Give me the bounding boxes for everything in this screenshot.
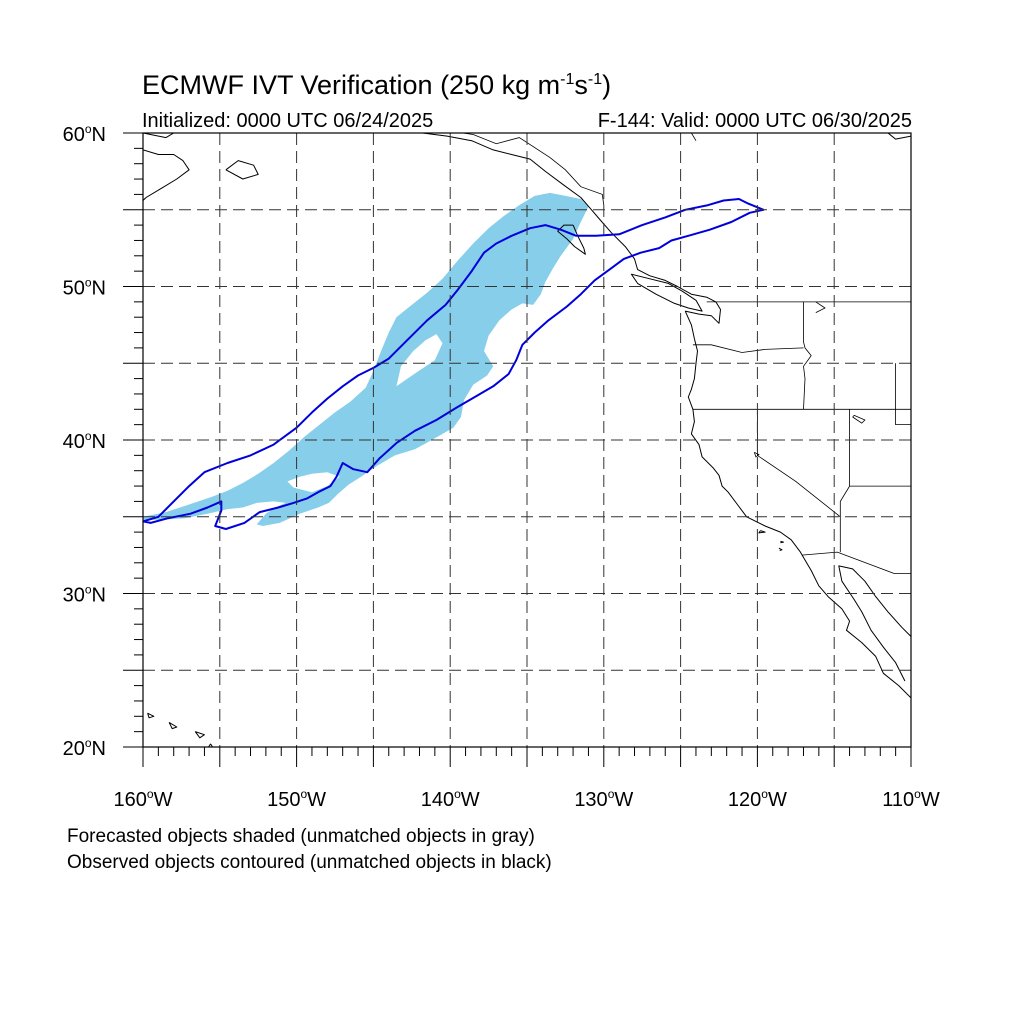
coastline [143,133,174,139]
coastline [630,273,703,312]
title-exponent-1: -1 [560,71,575,88]
coastline [194,731,205,739]
political-border [852,414,866,424]
valid-time-label: F-144: Valid: 0000 UTC 06/30/2025 [597,110,912,132]
observed-object-layer [143,198,765,530]
lat-label: 50oN [63,276,106,300]
lon-label: 120oW [728,787,787,811]
lon-label: 150oW [267,787,326,811]
title-text-mid: s [574,70,588,100]
coastline [684,310,911,699]
coastline [758,530,766,534]
graticule-layer [143,133,911,747]
lat-label: 30oN [63,583,106,607]
coastline [887,133,911,140]
coastline [838,565,911,682]
coastline [147,712,155,719]
coastline [143,149,190,201]
title-text-end: ) [602,70,612,100]
lat-label: 60oN [63,122,106,146]
political-border [757,409,841,518]
political-border [753,451,760,458]
political-border [839,409,850,553]
initialized-label: Initialized: 0000 UTC 06/24/2025 [142,110,434,132]
political-border [895,363,911,425]
political-border [691,133,697,141]
map-title: ECMWF IVT Verification (250 kg m-1s-1) [142,70,611,101]
coastline [168,721,178,730]
lon-label: 160oW [114,787,173,811]
coastline [778,547,783,551]
lon-label: 110oW [882,787,940,811]
political-border [462,133,605,206]
forecast-object-layer [143,192,589,526]
lon-label: 130oW [574,787,633,811]
title-text: ECMWF IVT Verification (250 kg m [142,70,561,100]
tick-marks-layer [123,132,912,767]
coastline [225,160,259,180]
coastline [557,224,586,255]
coastline-layer [143,133,911,747]
forecast-legend-note: Forecasted objects shaded (unmatched obj… [67,826,535,847]
observed-object-contour [143,198,765,530]
political-border [692,344,804,353]
political-border [815,301,826,313]
lat-label: 20oN [63,736,106,760]
forecast-object-shading [143,192,589,526]
title-exponent-2: -1 [587,71,603,88]
coastline [422,133,721,324]
political-borders-layer [462,133,911,574]
lat-label: 40oN [63,429,106,453]
observed-legend-note: Observed objects contoured (unmatched ob… [67,852,552,873]
lon-label: 140oW [421,787,480,811]
political-border [803,301,812,410]
political-border [801,551,911,574]
coastline [780,540,784,544]
axis-labels-layer: 60oN 50oN 40oN 30oN 20oN 160oW 150oW 140oW 130oW… [63,122,940,811]
